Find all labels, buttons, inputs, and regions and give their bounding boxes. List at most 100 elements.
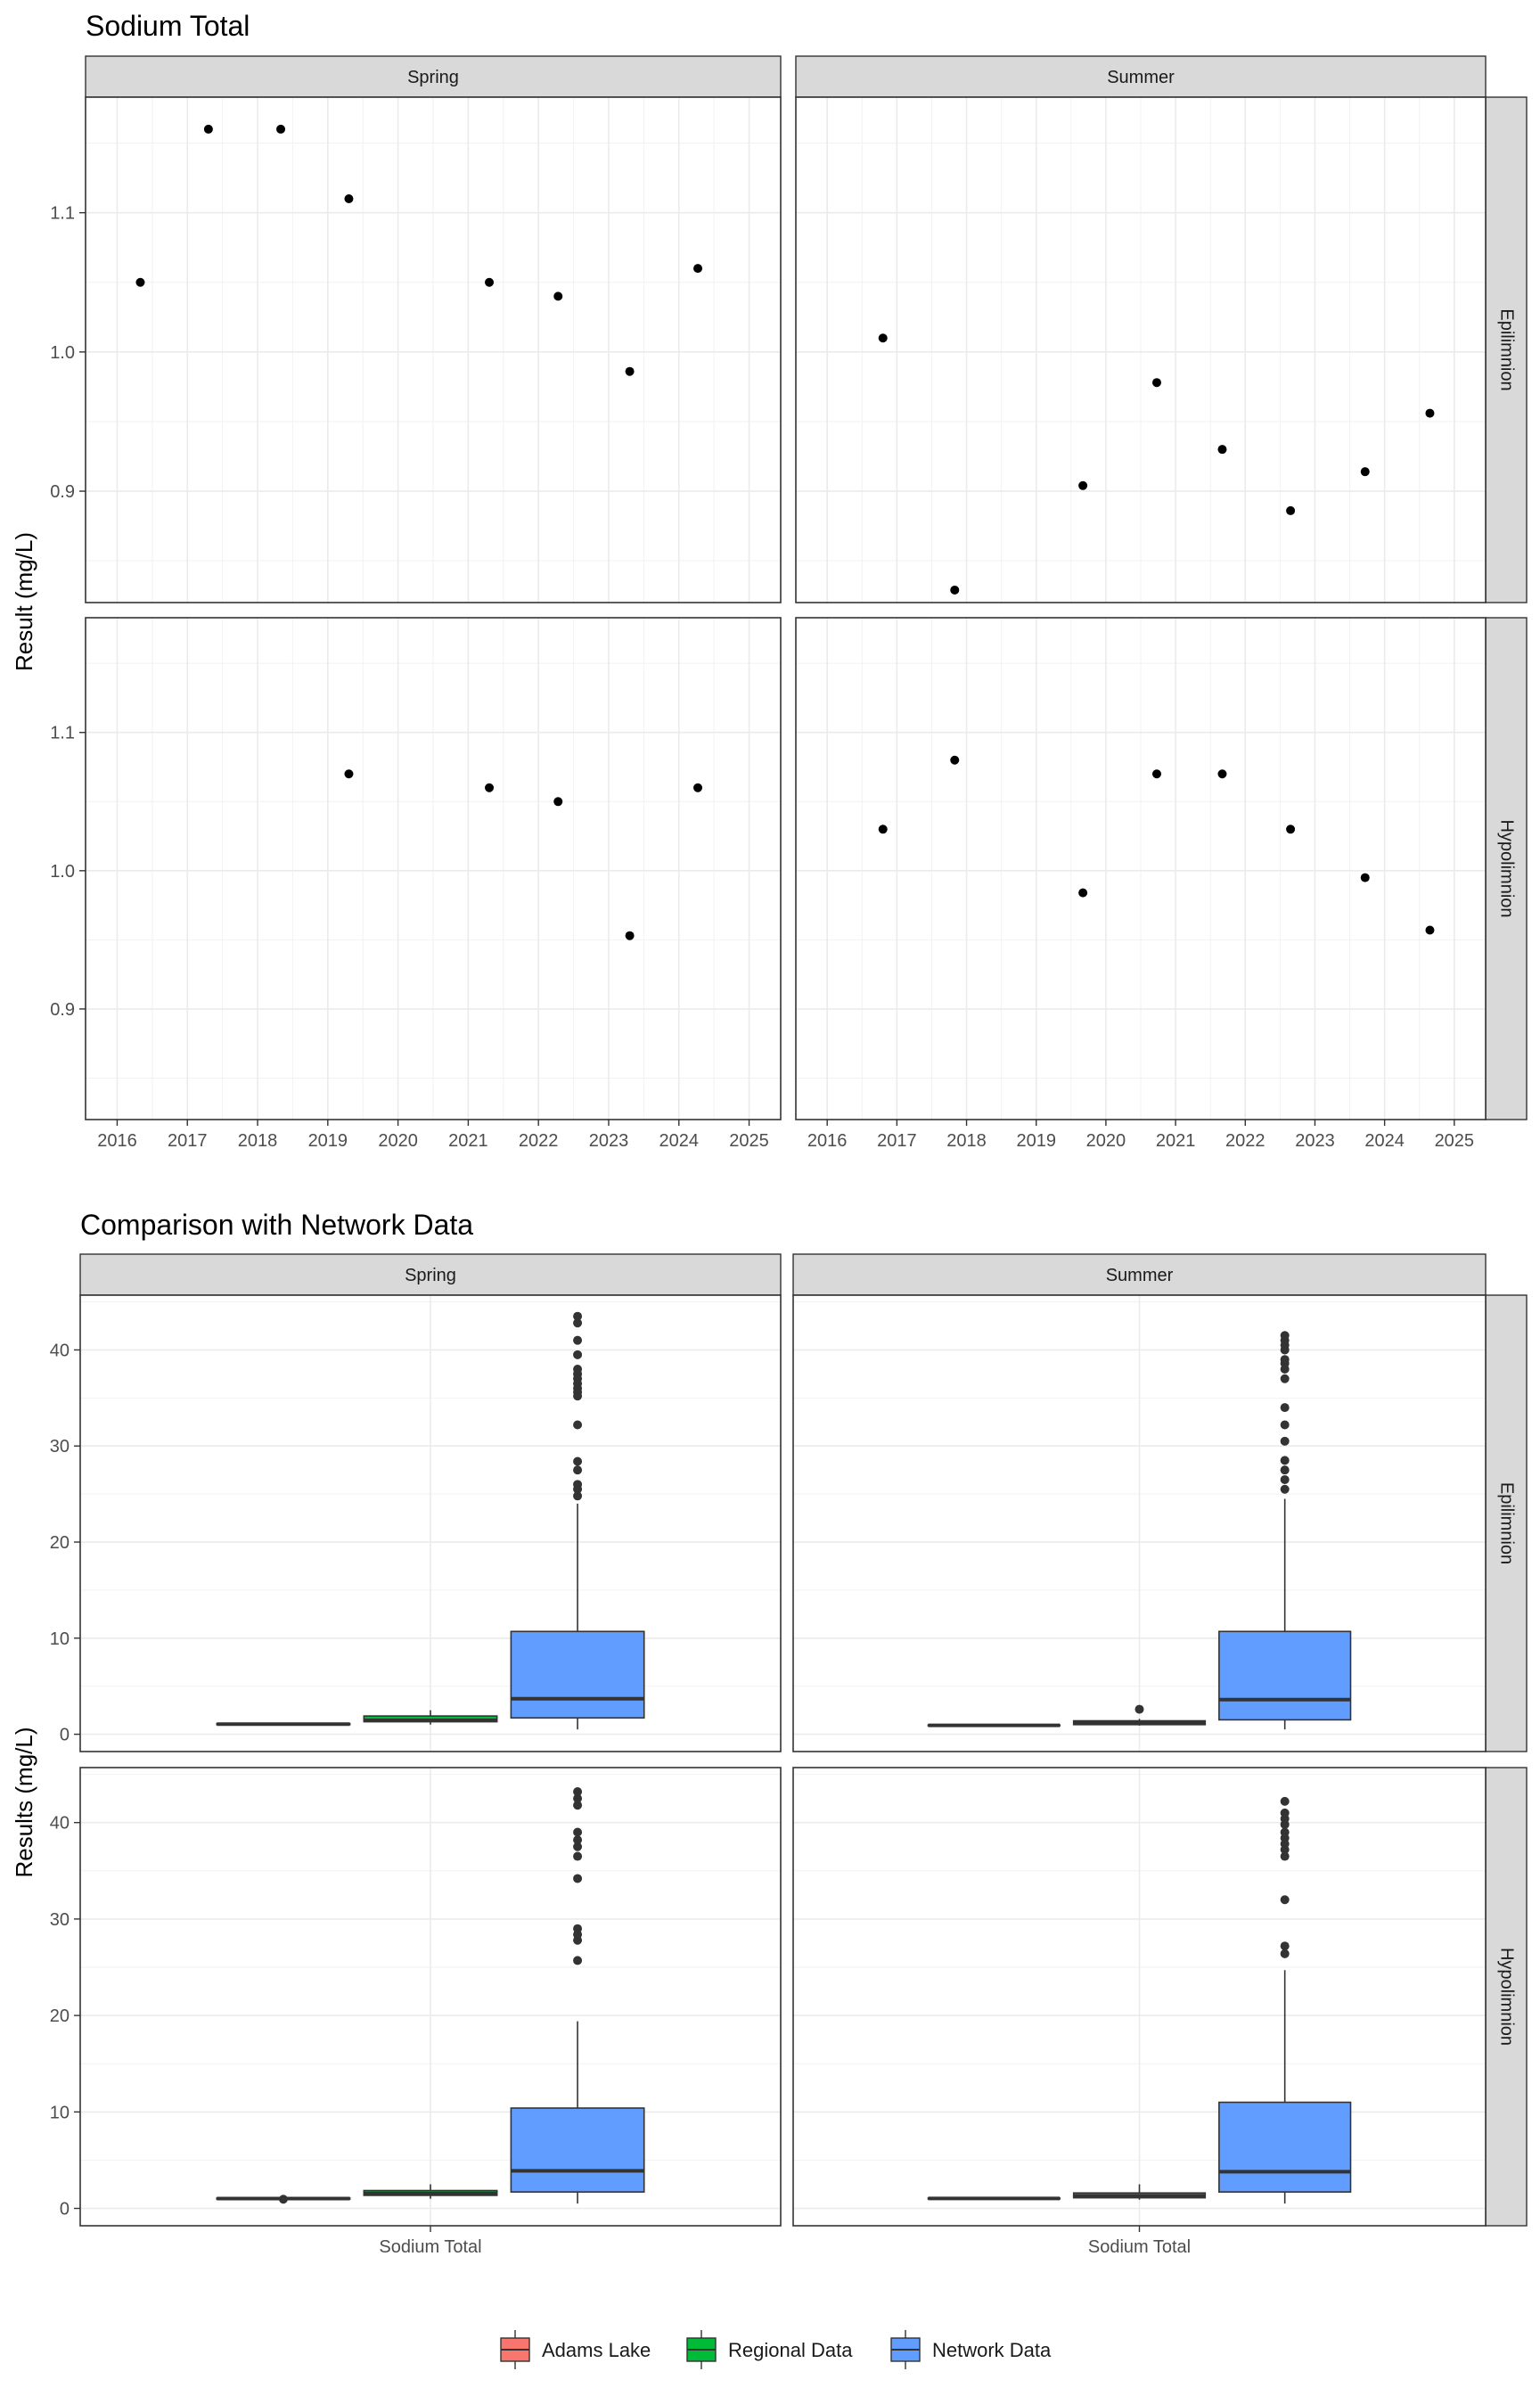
box-network-data — [1218, 1331, 1352, 1730]
y-axis-tick-label: 1.0 — [50, 862, 75, 882]
x-axis-tick-label: 2020 — [378, 1131, 418, 1151]
outlier-point — [1280, 1796, 1290, 1806]
outlier-point — [1280, 1456, 1290, 1465]
outlier-point — [573, 1491, 583, 1501]
data-point — [950, 585, 960, 595]
outlier-point — [573, 1480, 583, 1489]
outlier-point — [1280, 1949, 1290, 1958]
box-body — [1218, 2101, 1352, 2193]
data-point — [950, 755, 960, 765]
y-axis-tick-label: 20 — [50, 1533, 70, 1553]
x-axis-tick-label: 2023 — [589, 1131, 629, 1151]
x-axis-tick-label: 2019 — [1016, 1131, 1056, 1151]
legend-item-adams-lake: Adams Lake — [500, 2330, 651, 2369]
data-point — [1360, 467, 1370, 477]
x-axis-tick-label: 2022 — [1225, 1131, 1266, 1151]
x-axis-tick-label: 2022 — [519, 1131, 559, 1151]
outlier-point — [573, 1842, 583, 1851]
scatter-panel — [85, 617, 782, 1120]
facet-strip-hypolimnion — [1485, 1767, 1528, 2227]
facet-strip-label: Epilimnion — [1497, 1482, 1517, 1564]
box-network-data — [510, 1311, 645, 1730]
outlier-point — [1280, 1827, 1290, 1837]
y-axis-tick-label: 30 — [50, 1437, 70, 1456]
x-axis-tick-label: 2021 — [448, 1131, 488, 1151]
data-point — [344, 769, 354, 779]
data-point — [1151, 378, 1161, 388]
x-axis-tick-label: 2017 — [168, 1131, 208, 1151]
outlier-point — [1280, 1465, 1290, 1475]
box-network-data — [510, 1787, 645, 2204]
data-point — [1217, 769, 1227, 779]
data-point — [693, 783, 703, 792]
outlier-point — [1280, 1420, 1290, 1430]
y-axis-tick-label: 0 — [60, 2200, 70, 2220]
outlier-point — [573, 1465, 583, 1475]
outlier-point — [573, 1318, 583, 1328]
y-axis-tick-label: 40 — [50, 1814, 70, 1834]
outlier-point — [573, 1793, 583, 1803]
box-adams-lake — [927, 1723, 1061, 1727]
scatter-chart-title: Sodium Total — [86, 10, 250, 42]
x-axis-tick-label: 2020 — [1086, 1131, 1126, 1151]
box-panel — [79, 1767, 782, 2227]
facet-strip-summer — [792, 1253, 1487, 1296]
facet-strip-epilimnion — [1485, 96, 1528, 603]
box-body — [1218, 1630, 1352, 1721]
box-chart-y-axis-label: Results (mg/L) — [11, 1727, 37, 1877]
data-point — [1078, 888, 1088, 898]
outlier-point — [1280, 1374, 1290, 1383]
data-point — [485, 277, 495, 287]
x-axis-tick-label: 2025 — [1435, 1131, 1475, 1151]
facet-strip-label: Spring — [407, 68, 459, 87]
x-axis-tick-label: 2018 — [946, 1131, 987, 1151]
x-axis-tick-label: 2018 — [238, 1131, 278, 1151]
outlier-point — [573, 1456, 583, 1466]
x-axis-tick-label: Sodium Total — [1088, 2237, 1191, 2257]
data-point — [1217, 445, 1227, 455]
box-adams-lake — [927, 2196, 1061, 2201]
facet-strip-label: Hypolimnion — [1497, 819, 1517, 917]
scatter-chart: Sodium Total Result (mg/L) Spring Summer E… — [11, 10, 1528, 1151]
box-chart-title: Comparison with Network Data — [80, 1209, 473, 1241]
outlier-point — [1280, 1403, 1290, 1413]
data-point — [878, 825, 888, 834]
x-axis-tick-label: 2016 — [97, 1131, 137, 1151]
box-regional-data — [363, 1710, 498, 1725]
data-point — [878, 333, 888, 343]
y-axis-tick-label: 10 — [50, 2103, 70, 2122]
panel-border — [795, 96, 1487, 603]
facet-strip-hypolimnion — [1485, 617, 1528, 1120]
outlier-point — [1135, 1704, 1144, 1714]
data-point — [1425, 925, 1435, 935]
box-regional-data — [1072, 1704, 1207, 1726]
panel-border — [85, 617, 782, 1120]
box-panel — [792, 1767, 1487, 2227]
box-network-data — [1218, 1796, 1352, 2204]
data-point — [553, 291, 563, 301]
data-point — [135, 277, 145, 287]
data-point — [1151, 769, 1161, 779]
facet-strip-epilimnion — [1485, 1294, 1528, 1752]
data-point — [1360, 873, 1370, 882]
outlier-point — [1280, 1484, 1290, 1494]
box-regional-data — [363, 2184, 498, 2199]
data-point — [1078, 480, 1088, 490]
box-body — [510, 2107, 645, 2193]
outlier-point — [573, 1835, 583, 1845]
outlier-point — [1280, 1808, 1290, 1818]
x-axis-tick-label: 2025 — [729, 1131, 769, 1151]
box-panel — [792, 1294, 1487, 1752]
outlier-point — [1280, 1851, 1290, 1861]
data-point — [693, 264, 703, 274]
box-body — [510, 1630, 645, 1719]
outlier-point — [573, 1827, 583, 1837]
x-axis-tick-label: 2019 — [308, 1131, 348, 1151]
legend: Adams Lake Regional Data Network Data — [500, 2330, 1052, 2369]
outlier-point — [573, 1311, 583, 1321]
facet-strip-label: Epilimnion — [1497, 308, 1517, 390]
scatter-panel — [795, 96, 1487, 603]
y-axis-tick-label: 0 — [60, 1726, 70, 1745]
data-point — [485, 783, 495, 792]
data-point — [625, 931, 635, 940]
